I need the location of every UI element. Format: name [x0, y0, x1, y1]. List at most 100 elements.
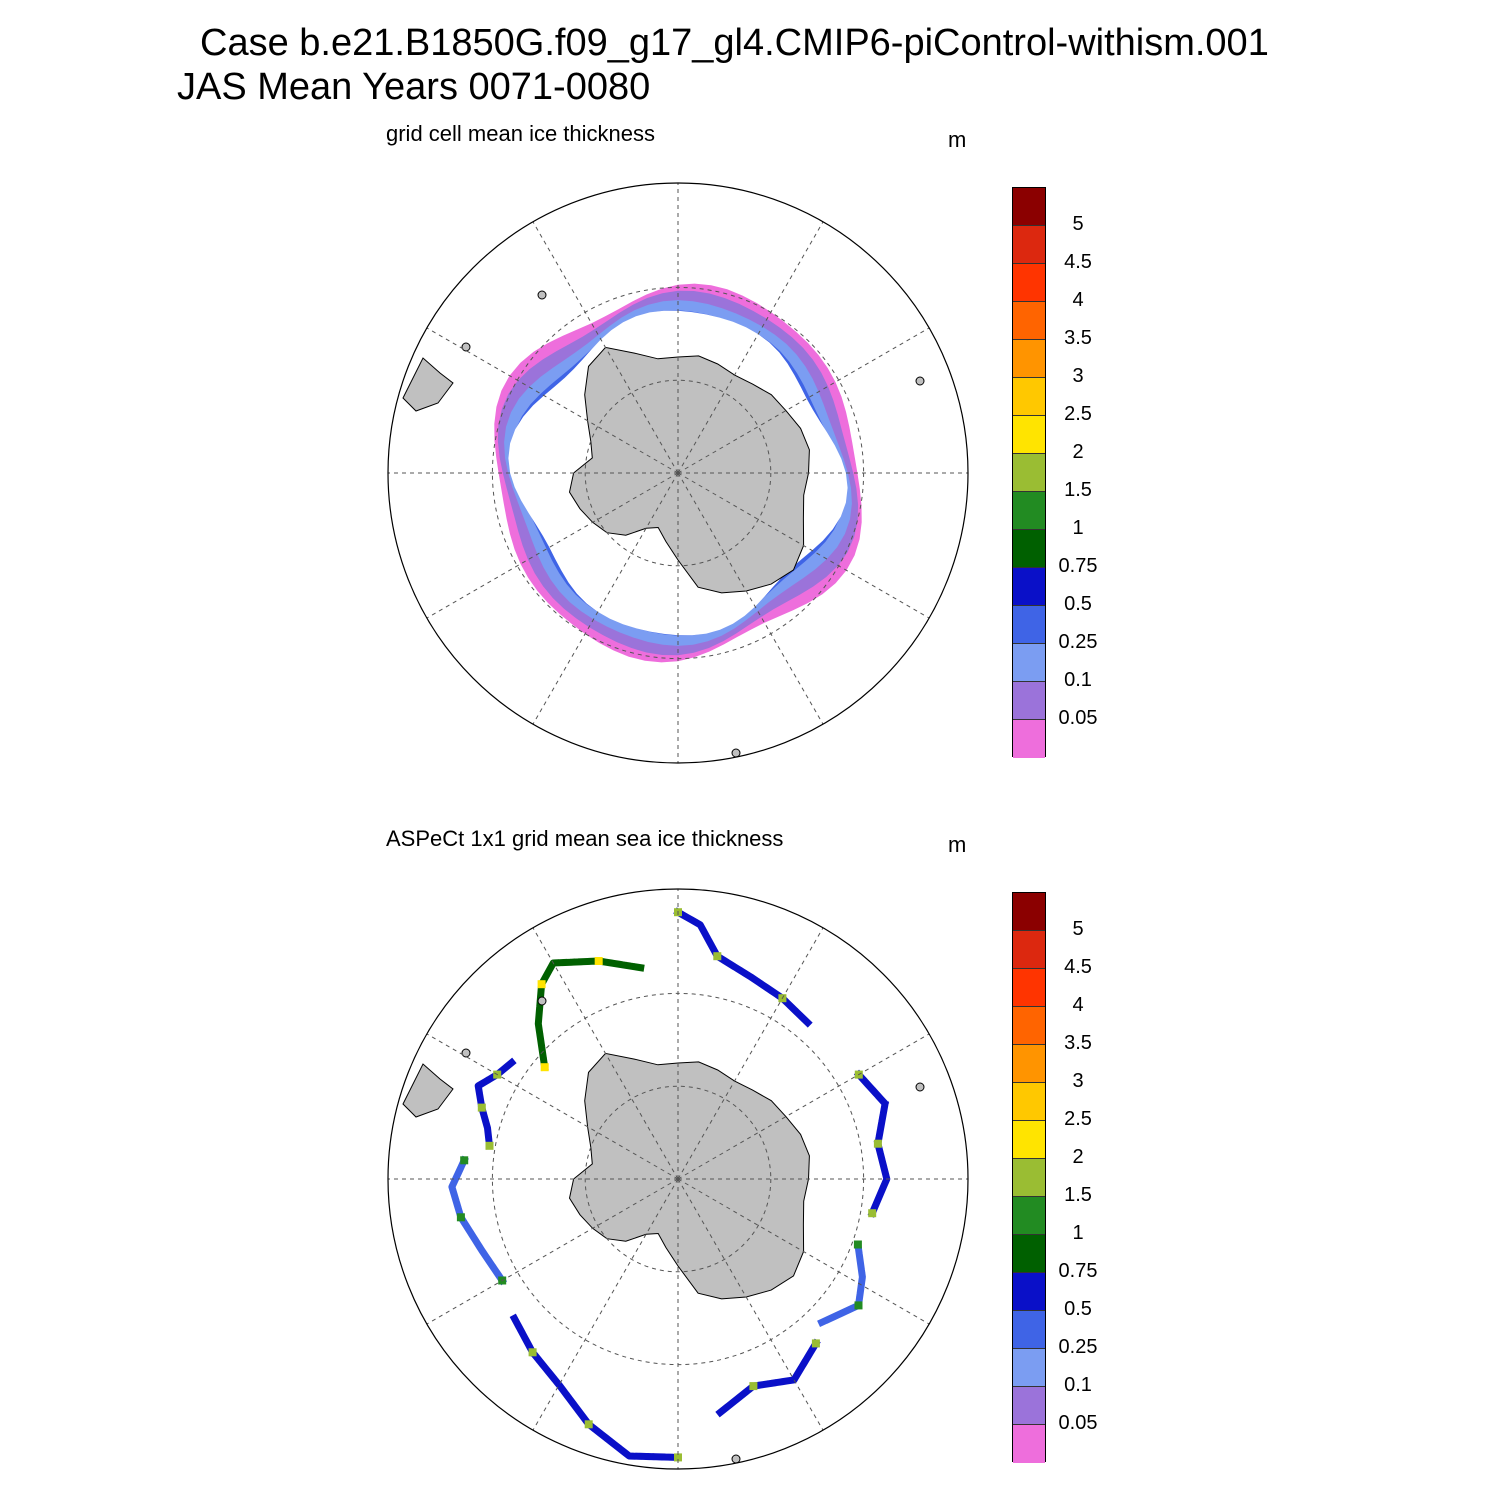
latitude-circle [491, 992, 865, 1366]
island-2 [915, 1082, 925, 1092]
colorbar-swatch [1013, 1387, 1045, 1425]
colorbar-label: 2 [1072, 441, 1084, 463]
figure-subtitle: JAS Mean Years 0071-0080 [177, 66, 651, 108]
island-1 [537, 996, 547, 1006]
track-cell [460, 1156, 469, 1165]
track-cell [594, 957, 603, 965]
track-cell [749, 1382, 758, 1391]
island-0 [461, 342, 471, 352]
meridian-line [426, 327, 679, 474]
meridian-line [677, 1178, 930, 1325]
colorbar-label: 0.05 [1058, 707, 1098, 729]
colorbar-label: 3 [1072, 1070, 1084, 1092]
south-america-landmass [402, 357, 454, 412]
panel-1-polar-map [387, 182, 969, 764]
colorbar-label: 2.5 [1064, 403, 1092, 425]
colorbar-swatch [1013, 416, 1045, 454]
colorbar-swatch [1013, 1159, 1045, 1197]
colorbar-label: 4 [1072, 289, 1084, 311]
panel-2-title: ASPeCt 1x1 grid mean sea ice thickness [386, 826, 784, 851]
colorbar-swatch [1013, 1121, 1045, 1159]
meridian-line [532, 1178, 679, 1431]
colorbar-swatch [1013, 568, 1045, 606]
island-1 [537, 290, 547, 300]
colorbar-swatch [1013, 302, 1045, 340]
colorbar-label: 1.5 [1064, 1184, 1092, 1206]
meridian-line [677, 472, 930, 619]
map-boundary [387, 888, 969, 1470]
track-cell [853, 1240, 862, 1249]
colorbar-label: 4 [1072, 994, 1084, 1016]
meridian-line [677, 472, 824, 725]
colorbar-label: 3.5 [1064, 327, 1092, 349]
colorbar-label: 2.5 [1064, 1108, 1092, 1130]
track-cell [456, 1213, 465, 1222]
colorbar-label: 0.75 [1058, 555, 1098, 577]
colorbar-label: 0.25 [1058, 1336, 1098, 1358]
track-cell [873, 1139, 882, 1148]
panel-1-unit: m [948, 127, 967, 152]
colorbar-label: 4.5 [1064, 251, 1092, 273]
track-cell [854, 1301, 863, 1310]
colorbar-label: 0.25 [1058, 631, 1098, 653]
panel-2-unit: m [948, 832, 967, 857]
track-cell [477, 1103, 486, 1112]
track-cell [485, 1141, 494, 1150]
track-cell [584, 1420, 593, 1429]
track-cell [537, 980, 546, 989]
colorbar-swatch [1013, 226, 1045, 264]
colorbar-label: 2 [1072, 1146, 1084, 1168]
colorbar-label: 1 [1072, 1222, 1084, 1244]
colorbar-swatch [1013, 1007, 1045, 1045]
south-america-landmass [402, 1063, 454, 1118]
colorbar-swatch [1013, 682, 1045, 720]
island-3 [731, 1454, 741, 1464]
ship-track-0 [508, 1312, 682, 1461]
colorbar-swatch [1013, 492, 1045, 530]
meridian-line [426, 472, 679, 619]
colorbar-swatch [1013, 530, 1045, 568]
panel-2-polar-map [387, 888, 969, 1470]
track-cell [713, 952, 722, 961]
colorbar-label: 5 [1072, 213, 1084, 235]
panel-1-colorbar [1012, 187, 1046, 758]
map-boundary [387, 182, 969, 764]
colorbar-swatch [1013, 1311, 1045, 1349]
figure-title: Case b.e21.B1850G.f09_g17_gl4.CMIP6-piCo… [200, 22, 1269, 64]
track-cell [811, 1339, 820, 1348]
colorbar-swatch [1013, 340, 1045, 378]
colorbar-label: 0.05 [1058, 1412, 1098, 1434]
meridian-line [532, 221, 679, 474]
track-cell [528, 1348, 537, 1357]
colorbar-swatch [1013, 1083, 1045, 1121]
panel-1-title: grid cell mean ice thickness [386, 121, 656, 146]
ship-track-7 [714, 1338, 821, 1419]
panel-2-colorbar [1012, 892, 1046, 1463]
meridian-line [677, 221, 824, 474]
colorbar-swatch [1013, 1425, 1045, 1463]
colorbar-swatch [1013, 893, 1045, 931]
ship-track-4 [673, 907, 814, 1029]
meridian-line [426, 1033, 679, 1180]
colorbar-swatch [1013, 1045, 1045, 1083]
island-0 [461, 1048, 471, 1058]
meridian-line [426, 1178, 679, 1325]
colorbar-swatch [1013, 931, 1045, 969]
colorbar-label: 3 [1072, 365, 1084, 387]
meridian-line [677, 1033, 930, 1180]
track-cell [674, 1453, 682, 1462]
meridian-line [532, 927, 679, 1180]
colorbar-swatch [1013, 1197, 1045, 1235]
colorbar-swatch [1013, 264, 1045, 302]
track-cell [540, 1063, 549, 1072]
island-2 [915, 376, 925, 386]
colorbar-swatch [1013, 1235, 1045, 1273]
latitude-circle [491, 286, 865, 660]
colorbar-swatch [1013, 969, 1045, 1007]
latitude-circle [584, 379, 772, 567]
colorbar-label: 4.5 [1064, 956, 1092, 978]
colorbar-label: 0.5 [1064, 1298, 1092, 1320]
colorbar-swatch [1013, 454, 1045, 492]
colorbar-label: 1 [1072, 517, 1084, 539]
meridian-line [532, 472, 679, 725]
